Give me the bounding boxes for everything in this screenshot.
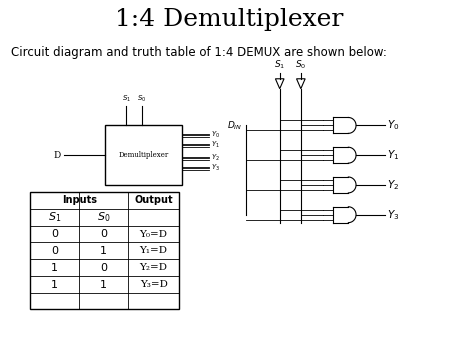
Text: $Y_2$: $Y_2$ <box>387 178 399 192</box>
Text: $S_1$: $S_1$ <box>48 210 61 224</box>
Text: Circuit diagram and truth table of 1:4 DEMUX are shown below:: Circuit diagram and truth table of 1:4 D… <box>11 46 387 59</box>
Text: $Y_0$: $Y_0$ <box>210 130 220 141</box>
Text: $Y_1$: $Y_1$ <box>387 148 399 162</box>
Text: $Y_2$: $Y_2$ <box>210 153 219 163</box>
Text: 0: 0 <box>51 229 58 239</box>
Text: 0: 0 <box>100 229 107 239</box>
Text: D: D <box>54 151 61 160</box>
Text: 0: 0 <box>51 246 58 256</box>
Text: 1: 1 <box>51 263 58 273</box>
Text: 1: 1 <box>100 246 107 256</box>
Text: $S_1$: $S_1$ <box>274 58 285 71</box>
Text: $S_0$: $S_0$ <box>97 210 110 224</box>
Text: 1: 1 <box>100 280 107 290</box>
Text: $S_1$: $S_1$ <box>122 93 131 104</box>
Text: Y₀=D: Y₀=D <box>140 230 168 239</box>
Text: $Y_1$: $Y_1$ <box>210 140 219 151</box>
Text: Y₁=D: Y₁=D <box>140 246 168 255</box>
Text: $Y_3$: $Y_3$ <box>210 163 219 173</box>
Text: 1: 1 <box>51 280 58 290</box>
Bar <box>105 125 182 185</box>
Text: $D_{IN}$: $D_{IN}$ <box>227 119 242 132</box>
Bar <box>30 192 179 309</box>
Text: Demultiplexer: Demultiplexer <box>118 151 169 159</box>
Text: $S_0$: $S_0$ <box>295 58 307 71</box>
Text: Output: Output <box>134 195 173 205</box>
Text: $Y_0$: $Y_0$ <box>387 119 399 132</box>
Text: $S_0$: $S_0$ <box>137 93 146 104</box>
Text: Y₂=D: Y₂=D <box>140 263 168 272</box>
Text: $Y_3$: $Y_3$ <box>387 208 399 222</box>
Text: Inputs: Inputs <box>62 195 97 205</box>
Text: 0: 0 <box>100 263 107 273</box>
Text: 1:4 Demultiplexer: 1:4 Demultiplexer <box>115 8 343 31</box>
Text: Y₃=D: Y₃=D <box>140 280 168 289</box>
